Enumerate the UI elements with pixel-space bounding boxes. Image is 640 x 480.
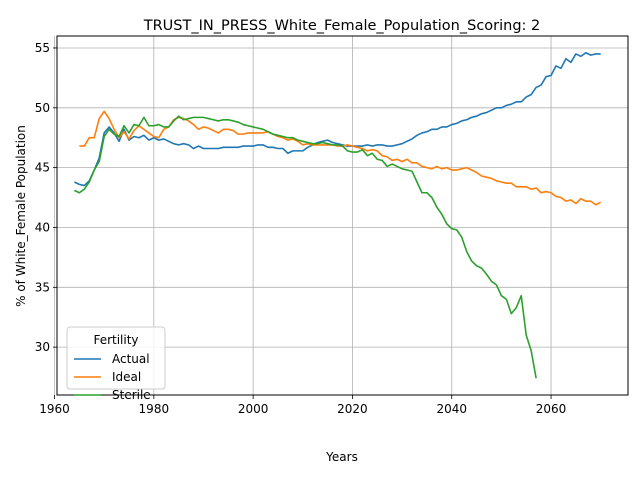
- y-tick-label: 40: [35, 220, 50, 234]
- x-tick-label: 2040: [436, 402, 467, 416]
- y-tick-label: 45: [35, 161, 50, 175]
- legend-label-ideal: Ideal: [112, 370, 141, 384]
- legend-label-sterile: Sterile: [112, 388, 151, 402]
- legend: Fertility Actual Ideal Sterile: [66, 326, 166, 402]
- legend-label-actual: Actual: [112, 352, 150, 366]
- legend-box: [66, 326, 166, 390]
- series-line-sterile: [74, 115, 537, 379]
- legend-items: Actual Ideal Sterile: [74, 352, 151, 402]
- y-tick-label: 30: [35, 340, 50, 354]
- x-axis-label: Years: [325, 450, 358, 464]
- legend-title: Fertility: [93, 333, 138, 347]
- y-axis-label: % of White_Female Population: [14, 125, 28, 307]
- chart-title: TRUST_IN_PRESS_White_Female_Population_S…: [143, 18, 541, 34]
- y-tick-label: 55: [35, 41, 50, 55]
- series-lines: [74, 51, 602, 379]
- x-tick-label: 2000: [238, 402, 269, 416]
- x-tick-label: 2060: [536, 402, 567, 416]
- x-tick-label: 2020: [337, 402, 368, 416]
- y-tick-label: 35: [35, 280, 50, 294]
- x-tick-label: 1960: [39, 402, 70, 416]
- y-tick-label: 50: [35, 101, 50, 115]
- y-axis-ticks: 30 35 40 45 50 55: [35, 41, 57, 354]
- x-tick-label: 1980: [139, 402, 170, 416]
- plot-frame: [56, 35, 629, 396]
- x-axis-ticks: 1960 1980 2000 2020 2040 2060: [39, 395, 566, 416]
- series-line-actual: [74, 51, 601, 187]
